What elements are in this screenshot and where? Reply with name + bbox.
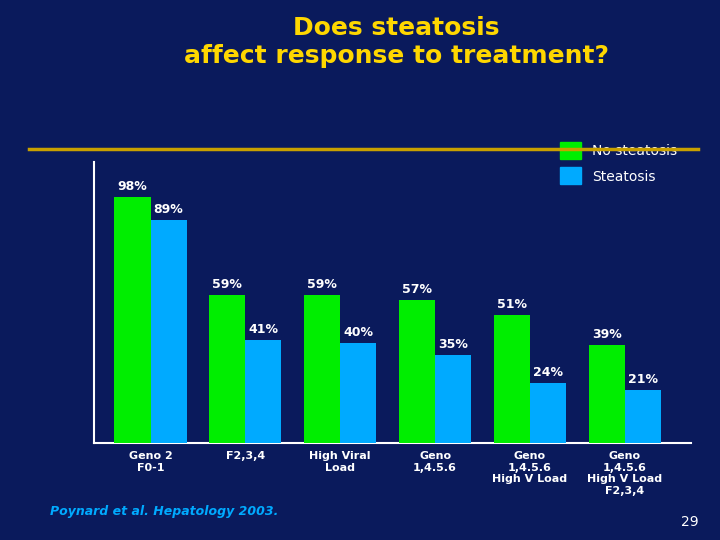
Text: Poynard et al. Hepatology 2003.: Poynard et al. Hepatology 2003. — [50, 505, 279, 518]
Bar — [589, 345, 625, 443]
Text: 51%: 51% — [497, 298, 527, 311]
Bar — [114, 197, 150, 443]
Bar — [435, 355, 471, 443]
Bar — [304, 295, 341, 443]
Bar — [625, 390, 661, 443]
Text: 59%: 59% — [212, 278, 243, 291]
Text: 59%: 59% — [307, 278, 337, 291]
Legend: No steatosis, Steatosis: No steatosis, Steatosis — [553, 135, 684, 191]
Bar — [530, 383, 566, 443]
Bar — [150, 220, 186, 443]
Text: 41%: 41% — [248, 323, 279, 336]
Text: 39%: 39% — [592, 328, 621, 341]
Text: 29: 29 — [681, 515, 698, 529]
Bar — [399, 300, 435, 443]
Text: 24%: 24% — [533, 366, 563, 379]
Bar — [494, 315, 530, 443]
Text: 98%: 98% — [117, 180, 148, 193]
Text: 35%: 35% — [438, 338, 468, 352]
Bar — [341, 342, 377, 443]
Bar — [246, 340, 282, 443]
Text: 21%: 21% — [628, 373, 658, 387]
Text: Does steatosis
affect response to treatment?: Does steatosis affect response to treatm… — [184, 16, 608, 68]
Text: 89%: 89% — [153, 203, 184, 216]
Bar — [210, 295, 246, 443]
Text: 40%: 40% — [343, 326, 373, 339]
Text: 57%: 57% — [402, 283, 432, 296]
